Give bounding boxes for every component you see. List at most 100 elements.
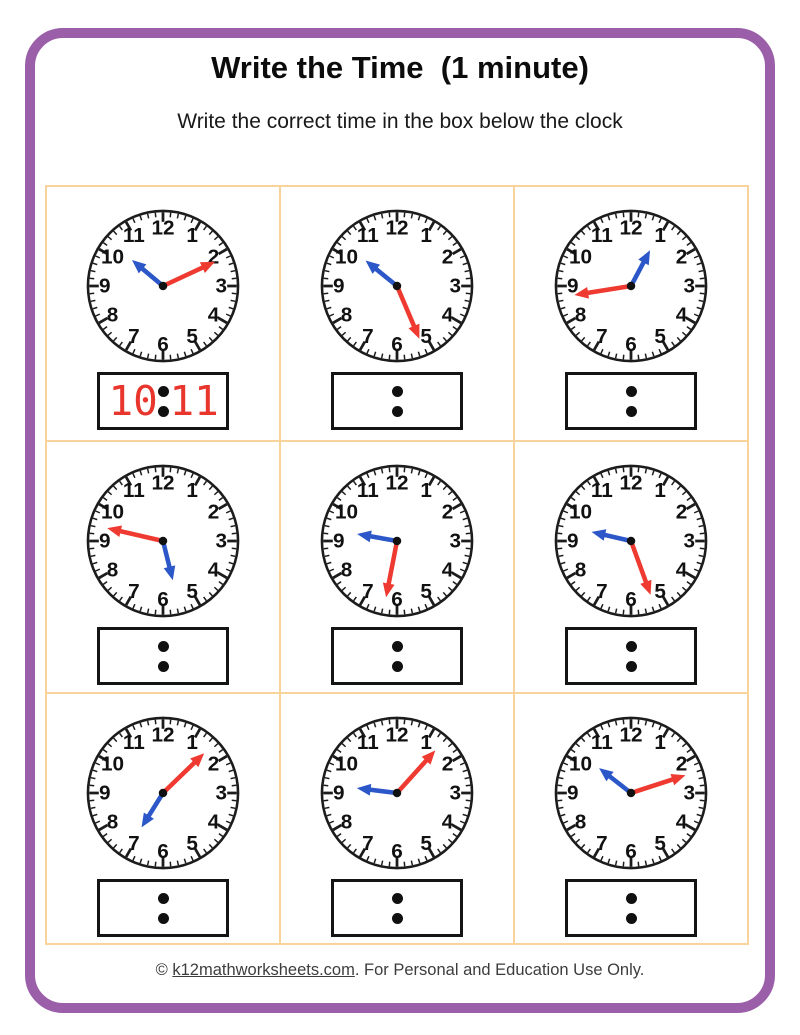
svg-text:1: 1 [186,479,198,502]
svg-text:6: 6 [625,840,637,863]
page-subtitle: Write the correct time in the box below … [177,110,623,133]
svg-text:9: 9 [333,530,345,553]
svg-text:7: 7 [128,325,140,348]
svg-text:3: 3 [215,275,227,298]
answer-box-7[interactable] [97,879,229,937]
answer-box-6[interactable] [565,627,697,685]
svg-text:9: 9 [99,530,111,553]
svg-text:12: 12 [151,471,174,494]
answer-box-2[interactable] [331,372,463,430]
clock-cell-4: 1 2 3 4 5 6 7 8 9 10 11 12 [47,442,281,694]
svg-text:4: 4 [676,811,688,834]
svg-text:8: 8 [575,304,587,327]
svg-text:7: 7 [362,325,374,348]
svg-text:7: 7 [596,580,608,603]
clock-cell-2: 1 2 3 4 5 6 7 8 9 10 11 12 [281,187,515,442]
footer-credit: © k12mathworksheets.com. For Personal an… [0,961,800,980]
svg-text:10: 10 [569,500,592,523]
answer-hour: 10 [108,376,158,425]
svg-text:8: 8 [575,559,587,582]
clock-cell-3: 1 2 3 4 5 6 7 8 9 10 11 12 [515,187,747,442]
answer-box-5[interactable] [331,627,463,685]
svg-text:1: 1 [186,224,198,247]
svg-text:2: 2 [676,245,688,268]
colon-separator [157,385,169,417]
svg-text:2: 2 [442,245,454,268]
svg-text:12: 12 [151,723,174,746]
svg-text:10: 10 [101,245,124,268]
svg-text:11: 11 [123,479,145,502]
svg-text:5: 5 [420,580,432,603]
svg-text:3: 3 [449,782,461,805]
svg-text:7: 7 [596,325,608,348]
svg-text:4: 4 [676,559,688,582]
colon-separator [391,385,403,417]
answer-box-9[interactable] [565,879,697,937]
colon-separator [625,892,637,924]
answer-box-1[interactable]: 10 11 [97,372,229,430]
svg-text:8: 8 [341,304,353,327]
svg-text:10: 10 [569,752,592,775]
svg-text:11: 11 [357,479,379,502]
footer-suffix: . For Personal and Education Use Only. [354,961,645,979]
svg-text:11: 11 [357,731,379,754]
svg-text:9: 9 [99,275,111,298]
answer-box-8[interactable] [331,879,463,937]
page-title: Write the Time (1 minute) [211,50,589,85]
svg-text:10: 10 [101,500,124,523]
colon-separator [391,640,403,672]
svg-text:6: 6 [157,840,169,863]
svg-text:8: 8 [107,559,119,582]
svg-text:11: 11 [123,731,145,754]
answer-minute: 11 [169,376,219,425]
svg-text:2: 2 [208,500,220,523]
svg-text:12: 12 [151,216,174,239]
svg-text:4: 4 [208,304,220,327]
footer-link[interactable]: k12mathworksheets.com [172,961,355,979]
svg-text:9: 9 [567,782,579,805]
answer-box-4[interactable] [97,627,229,685]
svg-text:3: 3 [683,530,695,553]
svg-text:8: 8 [107,811,119,834]
svg-text:8: 8 [341,811,353,834]
svg-text:10: 10 [335,500,358,523]
svg-text:2: 2 [208,245,220,268]
svg-text:10: 10 [569,245,592,268]
svg-text:3: 3 [683,782,695,805]
svg-text:12: 12 [385,471,408,494]
svg-text:8: 8 [341,559,353,582]
svg-text:2: 2 [442,500,454,523]
svg-text:9: 9 [567,530,579,553]
colon-separator [625,640,637,672]
svg-text:1: 1 [420,479,432,502]
svg-text:8: 8 [107,304,119,327]
svg-text:2: 2 [676,500,688,523]
svg-text:5: 5 [186,580,198,603]
svg-text:9: 9 [333,782,345,805]
svg-text:6: 6 [157,333,169,356]
svg-text:4: 4 [208,559,220,582]
svg-text:12: 12 [619,723,642,746]
svg-text:1: 1 [654,479,666,502]
svg-text:6: 6 [391,840,403,863]
svg-text:9: 9 [567,275,579,298]
svg-text:4: 4 [442,304,454,327]
svg-text:1: 1 [186,731,198,754]
copyright-prefix: © [155,961,173,979]
svg-text:6: 6 [625,588,637,611]
svg-text:1: 1 [420,731,432,754]
svg-text:12: 12 [619,216,642,239]
answer-box-3[interactable] [565,372,697,430]
svg-text:1: 1 [654,224,666,247]
svg-text:5: 5 [654,832,666,855]
svg-text:5: 5 [654,580,666,603]
clock-cell-6: 1 2 3 4 5 6 7 8 9 10 11 12 [515,442,747,694]
svg-text:1: 1 [654,731,666,754]
svg-text:4: 4 [676,304,688,327]
